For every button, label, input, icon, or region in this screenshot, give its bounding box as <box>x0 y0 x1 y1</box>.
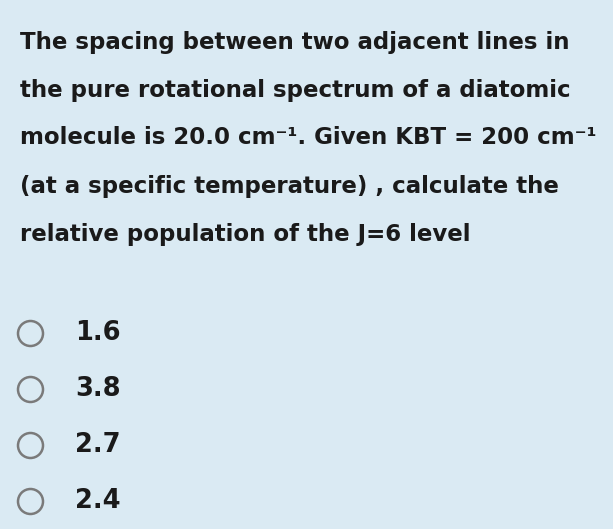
Text: (at a specific temperature) , calculate the: (at a specific temperature) , calculate … <box>20 175 559 197</box>
Text: The spacing between two adjacent lines in: The spacing between two adjacent lines i… <box>20 31 569 53</box>
Text: 2.4: 2.4 <box>75 488 121 514</box>
Text: 2.7: 2.7 <box>75 432 121 458</box>
Text: 3.8: 3.8 <box>75 376 121 402</box>
Text: 1.6: 1.6 <box>75 320 121 346</box>
Text: relative population of the J=6 level: relative population of the J=6 level <box>20 223 471 245</box>
Text: the pure rotational spectrum of a diatomic: the pure rotational spectrum of a diatom… <box>20 78 571 102</box>
Text: molecule is 20.0 cm⁻¹. Given KBT = 200 cm⁻¹: molecule is 20.0 cm⁻¹. Given KBT = 200 c… <box>20 126 596 150</box>
